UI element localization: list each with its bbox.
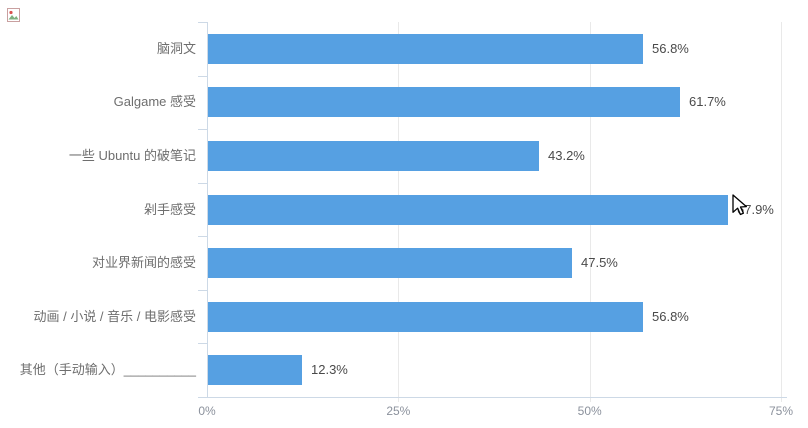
category-label: Galgame 感受 (113, 94, 196, 109)
bar[interactable] (208, 87, 680, 117)
y-axis-category-tick (198, 76, 207, 77)
category-label: 动画 / 小说 / 音乐 / 电影感受 (33, 309, 196, 324)
bar[interactable] (208, 302, 643, 332)
bar[interactable] (208, 195, 728, 225)
bar[interactable] (208, 248, 572, 278)
x-tick-label: 50% (577, 404, 602, 418)
gridline-75 (781, 22, 782, 402)
value-label: 12.3% (311, 362, 348, 377)
value-label: 47.5% (581, 255, 618, 270)
category-label: 其他（手动输入）__________ (19, 362, 196, 377)
category-label: 对业界新闻的感受 (91, 255, 196, 270)
bar[interactable] (208, 141, 539, 171)
value-label: 56.8% (652, 309, 689, 324)
value-label: 56.8% (652, 41, 689, 56)
category-label: 一些 Ubuntu 的破笔记 (68, 148, 196, 163)
bar[interactable] (208, 355, 302, 385)
x-tick-label: 0% (198, 404, 216, 418)
broken-image-icon (7, 8, 20, 22)
y-axis-category-tick (198, 397, 207, 398)
value-label: 67.9% (737, 202, 774, 217)
y-axis-line (207, 22, 208, 397)
category-label: 剁手感受 (143, 202, 196, 217)
y-axis-category-tick (198, 236, 207, 237)
x-tick-label: 25% (386, 404, 411, 418)
value-label: 61.7% (689, 94, 726, 109)
y-axis-category-tick (198, 343, 207, 344)
category-label: 脑洞文 (156, 41, 196, 56)
x-tick-label: 75% (768, 404, 794, 418)
bar[interactable] (208, 34, 643, 64)
y-axis-category-tick (198, 290, 207, 291)
y-axis-category-tick (198, 22, 207, 23)
x-axis-line (207, 397, 787, 398)
y-axis-category-tick (198, 183, 207, 184)
y-axis-category-tick (198, 129, 207, 130)
value-label: 43.2% (548, 148, 585, 163)
